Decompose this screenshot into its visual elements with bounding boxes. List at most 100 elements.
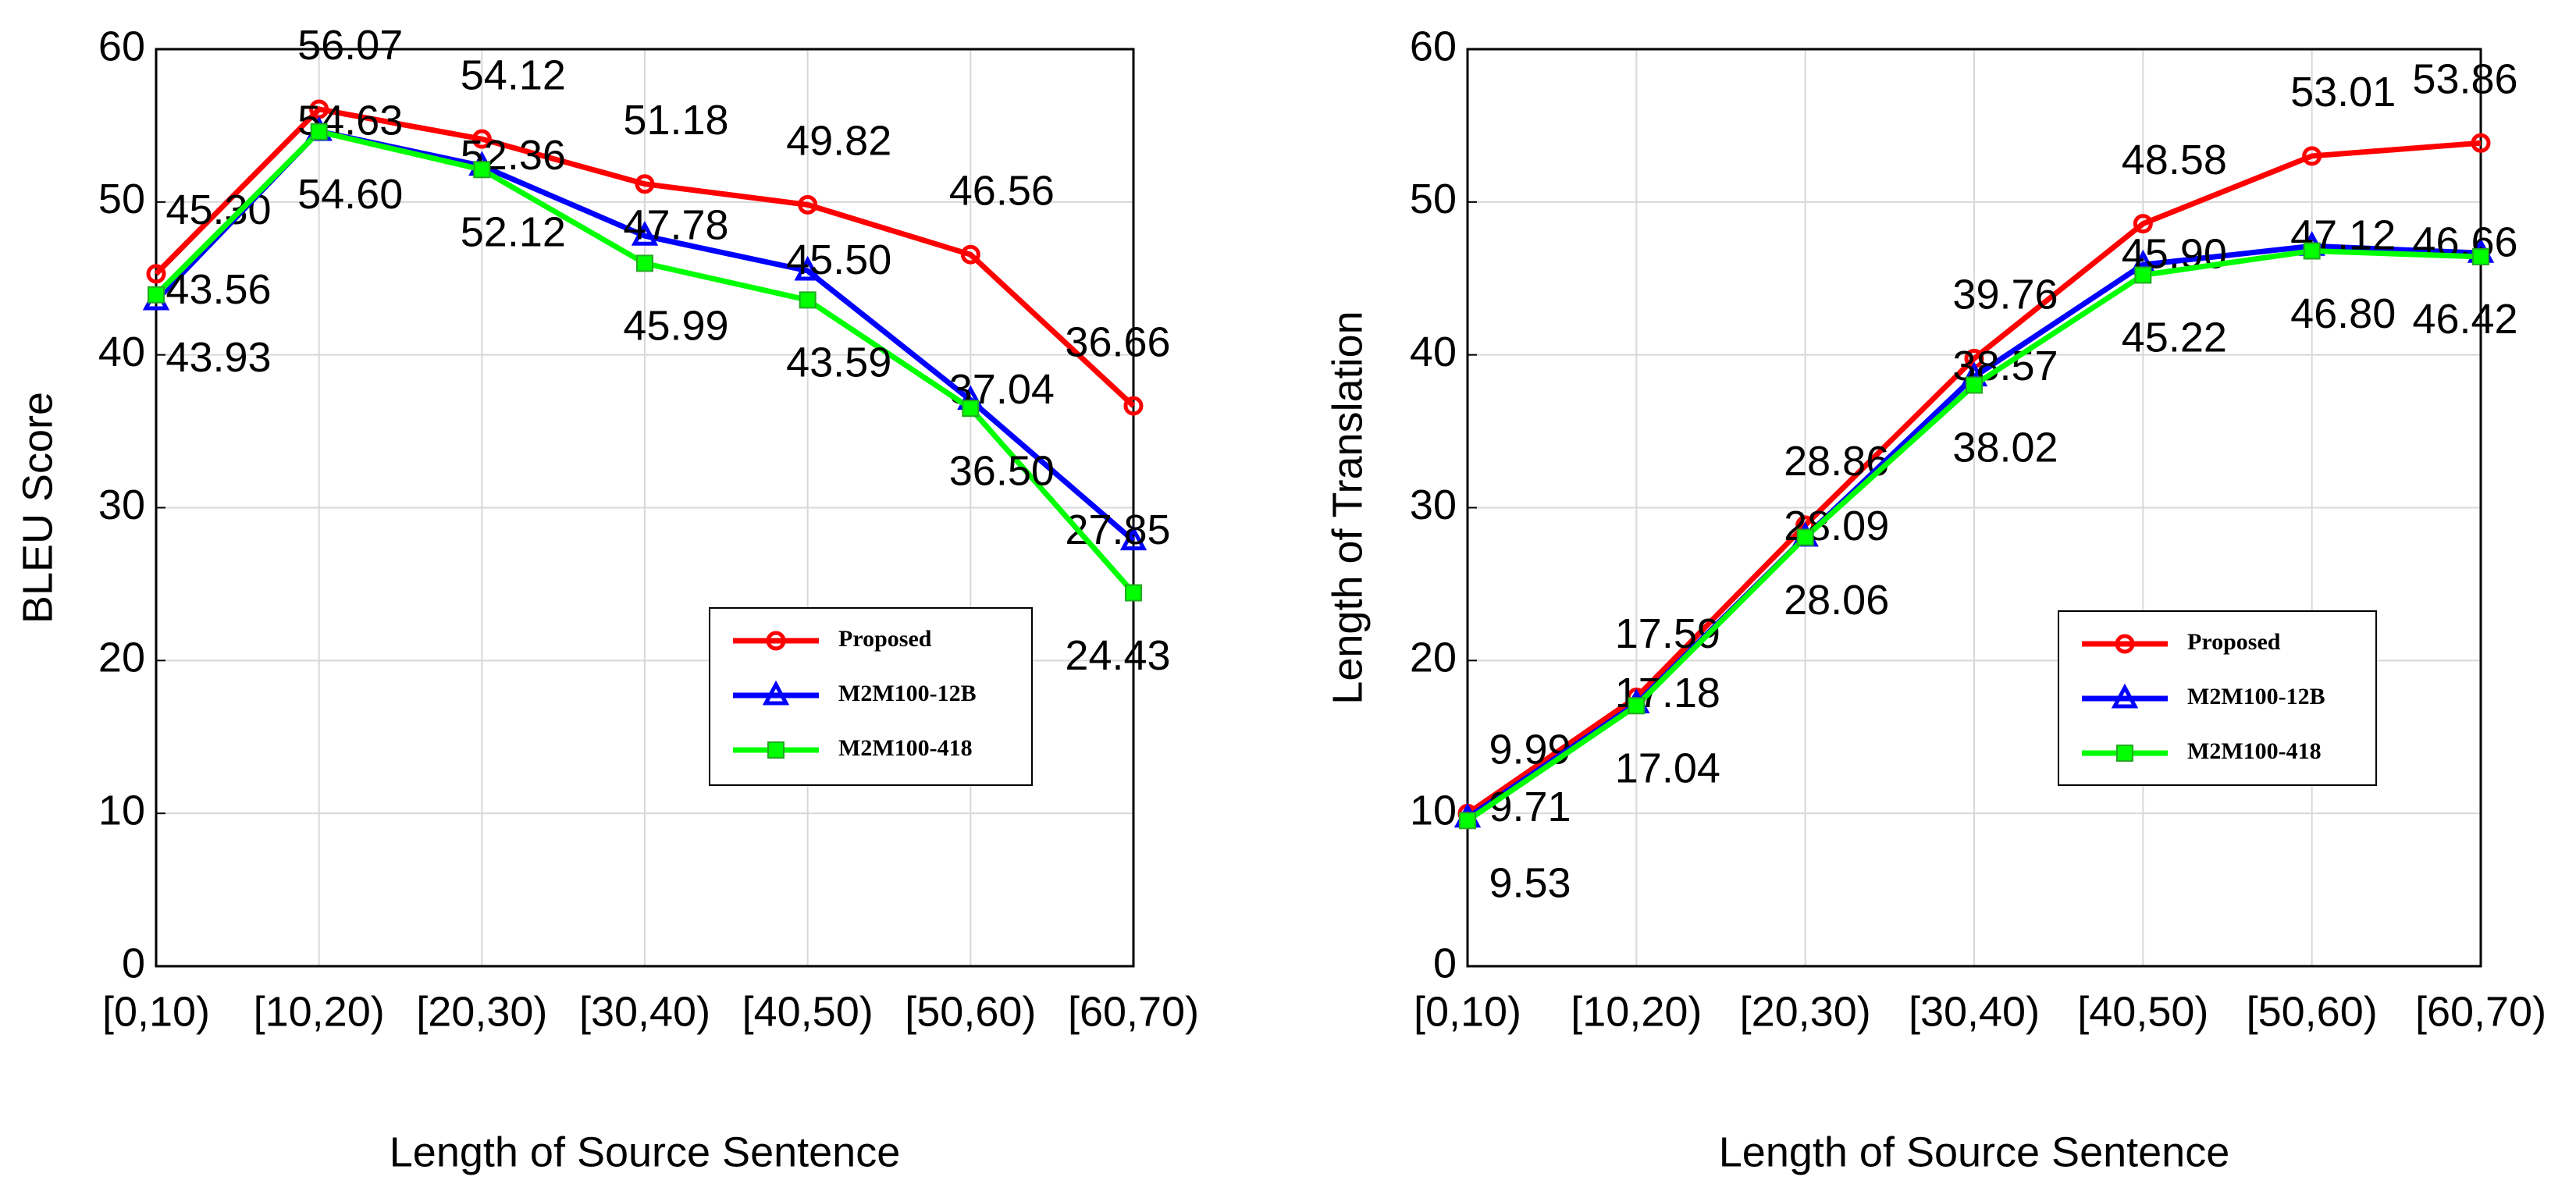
x-tick-label: [30,40) (579, 988, 710, 1035)
data-label: 9.71 (1489, 784, 1571, 830)
legend-label: M2M100-12B (2187, 684, 2325, 709)
data-label: 43.56 (165, 266, 271, 313)
marker (794, 255, 821, 281)
data-label: 56.07 (297, 22, 403, 69)
marker (962, 400, 980, 418)
marker (2133, 214, 2153, 234)
marker (148, 286, 165, 304)
marker (1123, 396, 1144, 416)
axes-frame (1466, 48, 2482, 968)
data-label: 53.01 (2290, 69, 2396, 116)
y-tick-label: 50 (98, 176, 145, 222)
data-label: 43.59 (786, 339, 891, 386)
data-label: 28.06 (1784, 577, 1889, 624)
data-label: 9.99 (1489, 727, 1571, 773)
marker (310, 123, 328, 140)
data-label: 45.22 (2122, 315, 2227, 361)
y-tick-label: 10 (98, 787, 145, 834)
marker (798, 194, 818, 215)
x-tick-label: [60,70) (2415, 988, 2546, 1035)
marker (2471, 133, 2491, 153)
data-label: 46.56 (949, 167, 1055, 214)
data-label: 43.93 (165, 334, 271, 381)
marker (1119, 525, 1147, 551)
y-tick-label: 30 (1410, 482, 1457, 528)
marker (2302, 146, 2322, 166)
y-tick-label: 30 (98, 482, 145, 528)
legend-label: M2M100-12B (838, 681, 977, 706)
y-tick-label: 0 (122, 940, 145, 986)
data-label: 48.58 (2122, 137, 2227, 183)
marker (766, 631, 786, 651)
marker (2472, 247, 2489, 265)
legend-label: M2M100-418 (2187, 738, 2322, 764)
data-label: 53.86 (2412, 56, 2517, 103)
data-label: 46.42 (2412, 296, 2517, 343)
data-label: 9.53 (1489, 860, 1571, 907)
marker (146, 264, 166, 284)
y-tick-label: 20 (98, 635, 145, 681)
y-axis-label: Length of Translation (1324, 311, 1371, 704)
axes-frame (155, 48, 1135, 968)
marker (635, 174, 655, 194)
x-tick-label: [30,40) (1909, 988, 2040, 1035)
legend-label: Proposed (838, 626, 932, 652)
marker (960, 244, 980, 265)
marker (1628, 697, 1646, 715)
marker (1459, 812, 1476, 830)
data-label: 24.43 (1065, 632, 1170, 679)
marker (636, 254, 653, 272)
data-label: 54.60 (297, 171, 403, 218)
y-tick-label: 60 (98, 23, 145, 69)
x-tick-label: [40,50) (2077, 988, 2208, 1035)
marker (2134, 266, 2152, 284)
data-label: 39.76 (1952, 272, 2058, 318)
data-label: 36.50 (949, 447, 1055, 494)
data-label: 36.66 (1065, 318, 1170, 365)
data-label: 45.50 (786, 236, 891, 283)
marker (799, 291, 817, 309)
x-tick-label: [50,60) (2247, 988, 2378, 1035)
chart: 0 10 20 30 40 50 60 [0,10) [10,20) [20,30) [30,40)… (1324, 23, 2546, 1175)
x-tick-label: [20,30) (416, 988, 547, 1035)
marker (2115, 634, 2135, 654)
x-tick-label: [40,50) (742, 988, 873, 1035)
marker (1796, 528, 1814, 546)
x-tick-label: [0,10) (102, 988, 210, 1035)
legend-label: M2M100-418 (838, 735, 973, 761)
data-label: 17.59 (1615, 610, 1720, 657)
data-label: 38.02 (1952, 425, 2058, 471)
data-label: 45.99 (623, 303, 728, 350)
x-tick-label: [10,20) (254, 988, 385, 1035)
marker (631, 221, 659, 246)
y-tick-label: 50 (1410, 176, 1457, 222)
data-label: 54.12 (461, 52, 566, 98)
data-label: 46.80 (2290, 290, 2396, 337)
data-label: 17.04 (1615, 745, 1720, 792)
data-label: 27.85 (1065, 507, 1170, 553)
x-tick-label: [10,20) (1571, 988, 1702, 1035)
x-axis-label: Length of Source Sentence (1719, 1129, 2230, 1175)
y-tick-label: 40 (98, 329, 145, 375)
y-axis-label: BLEU Score (14, 392, 61, 624)
legend-label: Proposed (2187, 629, 2281, 655)
marker (1966, 376, 1983, 394)
chart: 0 10 20 30 40 50 60 [0,10) [10,20) [20,30) [30,40)… (14, 22, 1199, 1175)
marker (1125, 584, 1142, 602)
series-line (154, 106, 1136, 408)
data-label: 51.18 (623, 97, 728, 144)
marker (762, 680, 790, 706)
y-tick-label: 0 (1433, 940, 1457, 986)
x-tick-label: [20,30) (1740, 988, 1871, 1035)
x-axis-label: Length of Source Sentence (390, 1129, 901, 1175)
marker (473, 161, 491, 179)
y-tick-label: 40 (1410, 329, 1457, 375)
y-tick-label: 10 (1410, 787, 1457, 834)
data-label: 49.82 (786, 118, 891, 165)
y-tick-label: 60 (1410, 23, 1457, 69)
y-tick-label: 20 (1410, 635, 1457, 681)
data-label: 47.78 (623, 202, 728, 249)
x-tick-label: [50,60) (905, 988, 1036, 1035)
x-tick-label: [0,10) (1414, 988, 1521, 1035)
